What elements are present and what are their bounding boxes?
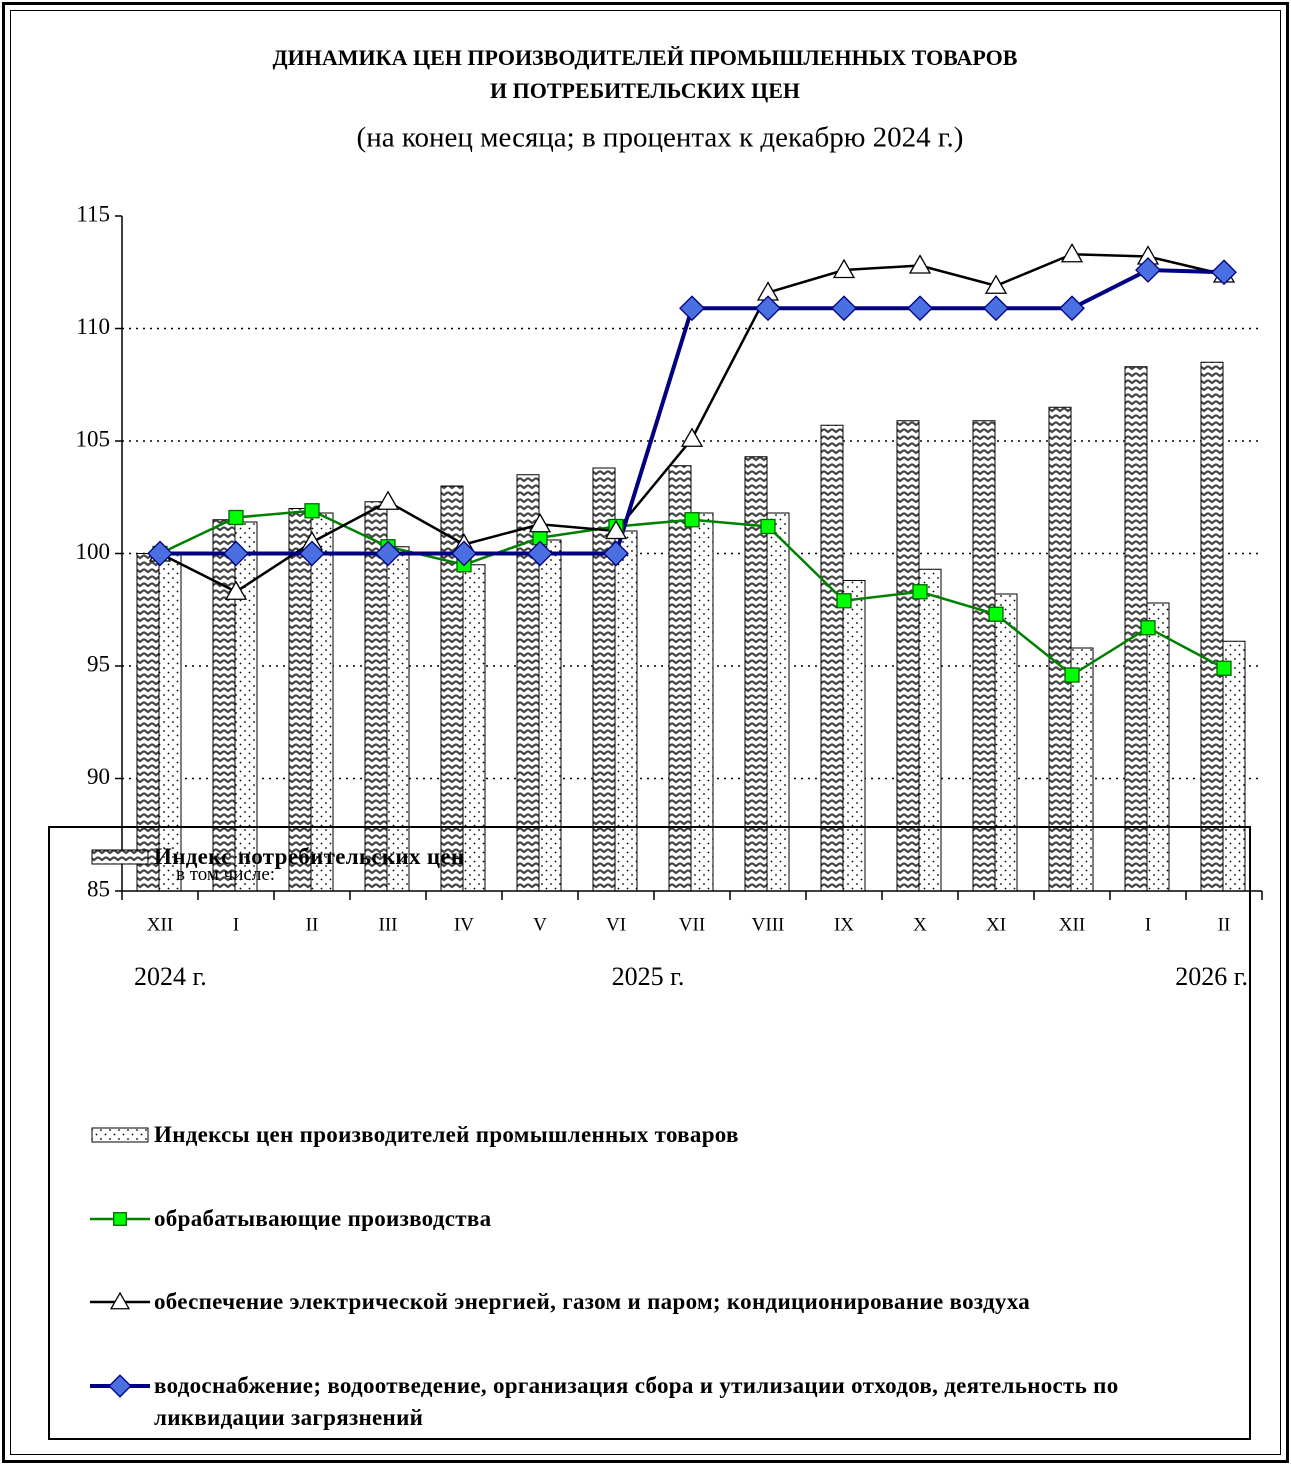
x-tick-label: X xyxy=(913,914,927,935)
marker xyxy=(908,254,932,274)
legend-entry: Индексы цен производителей промышленных … xyxy=(90,1119,1234,1151)
x-tick-label: XI xyxy=(986,914,1006,935)
x-tick-label: IV xyxy=(454,914,474,935)
marker xyxy=(988,606,1004,622)
legend-label: обеспечение электрической энергией, газо… xyxy=(154,1289,1031,1314)
marker xyxy=(228,509,244,526)
y-tick-label: 115 xyxy=(76,201,110,226)
marker xyxy=(375,540,401,567)
legend-label: обрабатывающие производства xyxy=(154,1206,492,1231)
legend-entry: обеспечение электрической энергией, газо… xyxy=(90,1286,1234,1318)
marker xyxy=(760,518,776,535)
legend-swatch xyxy=(91,1127,149,1143)
marker xyxy=(108,1374,132,1398)
y-tick-label: 90 xyxy=(87,764,110,789)
marker xyxy=(831,295,857,322)
legend-note: в том числе: xyxy=(176,864,276,885)
x-tick-label: III xyxy=(379,914,398,935)
marker xyxy=(832,258,856,279)
marker xyxy=(147,540,173,567)
x-tick-label: I xyxy=(233,914,239,935)
marker xyxy=(1216,660,1232,676)
marker xyxy=(304,503,320,519)
marker xyxy=(1064,667,1080,683)
marker xyxy=(984,274,1008,294)
frame-inner xyxy=(10,10,1281,1455)
legend-swatch xyxy=(90,1212,150,1226)
x-tick-label: VIII xyxy=(752,914,785,935)
marker xyxy=(376,490,400,510)
x-tick-label: IX xyxy=(834,914,854,935)
legend-entry: обрабатывающие производства xyxy=(90,1203,1234,1235)
marker xyxy=(1211,259,1237,286)
legend-swatch xyxy=(90,1374,150,1398)
marker xyxy=(1060,242,1084,263)
x-tick-label: XII xyxy=(1059,914,1085,935)
y-tick-label: 105 xyxy=(76,426,111,451)
marker xyxy=(299,540,325,567)
y-tick-label: 95 xyxy=(87,651,110,676)
x-tick-label: XII xyxy=(147,914,173,935)
y-tick-label: 110 xyxy=(76,314,110,339)
x-tick-label: II xyxy=(1218,914,1231,935)
marker xyxy=(680,427,704,447)
bar xyxy=(1200,361,1224,892)
legend-swatch xyxy=(91,849,149,865)
marker xyxy=(907,295,933,322)
legend-swatch xyxy=(90,1291,150,1310)
marker xyxy=(1059,295,1085,322)
legend-entry: водоснабжение; водоотведение, организаци… xyxy=(90,1370,1234,1434)
marker xyxy=(1140,620,1156,636)
x-tick-label: II xyxy=(306,914,319,935)
marker xyxy=(224,580,248,600)
marker xyxy=(527,540,553,567)
x-tick-label: VI xyxy=(606,914,626,935)
legend-swatch-bar xyxy=(91,849,149,865)
bar xyxy=(896,420,920,892)
marker xyxy=(223,540,249,567)
x-tick-label: I xyxy=(1145,914,1151,935)
marker xyxy=(912,584,928,600)
x-tick-label: VII xyxy=(679,914,705,935)
x-tick-label: V xyxy=(533,914,547,935)
chart-title: ДИНАМИКА ЦЕН ПРОИЗВОДИТЕЛЕЙ ПРОМЫШЛЕННЫХ… xyxy=(273,45,1018,70)
marker xyxy=(113,1212,127,1226)
year-label: 2024 г. xyxy=(134,962,207,991)
marker xyxy=(528,512,552,533)
bar xyxy=(1048,406,1072,892)
legend-label: водоснабжение; водоотведение, организаци… xyxy=(154,1373,1119,1430)
bar xyxy=(820,424,844,892)
marker xyxy=(603,540,629,567)
year-label: 2026 г. xyxy=(1175,962,1248,991)
legend-swatch-bar xyxy=(91,1127,149,1143)
y-tick-label: 85 xyxy=(87,876,110,901)
marker xyxy=(755,295,781,322)
marker xyxy=(109,1291,131,1310)
y-tick-label: 100 xyxy=(76,539,111,564)
marker xyxy=(451,540,477,567)
legend-entry: Индекс потребительских цен xyxy=(90,841,1234,873)
legend-label: Индексы цен производителей промышленных … xyxy=(154,1122,739,1147)
year-label: 2025 г. xyxy=(612,962,685,991)
marker xyxy=(679,295,705,322)
marker xyxy=(836,593,852,609)
marker xyxy=(983,295,1009,322)
marker xyxy=(604,519,628,540)
chart-subtitle: (на конец месяца; в процентах к декабрю … xyxy=(357,122,964,154)
marker xyxy=(1135,257,1161,283)
chart-title: И ПОТРЕБИТЕЛЬСКИХ ЦЕН xyxy=(490,78,800,103)
legend-label: Индекс потребительских цен xyxy=(154,844,465,869)
bar xyxy=(972,420,996,892)
legend: в том числе: Индекс потребительских цен И… xyxy=(48,826,1251,1440)
marker xyxy=(684,512,700,528)
